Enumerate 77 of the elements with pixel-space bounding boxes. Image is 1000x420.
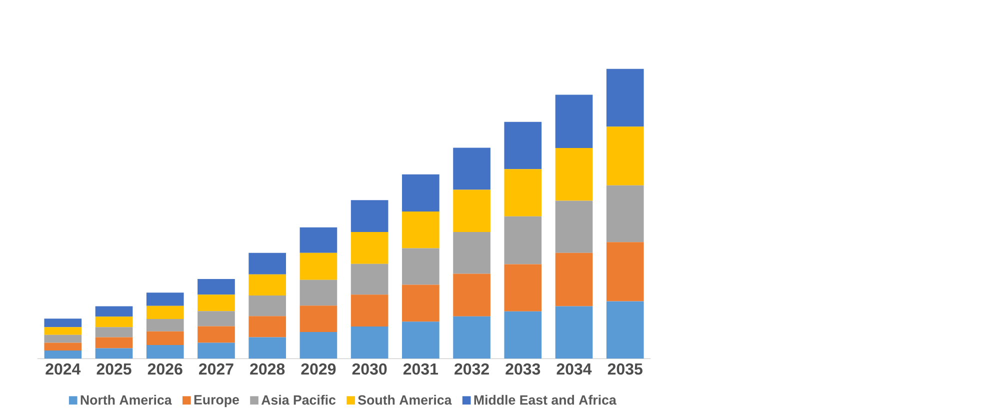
bar	[453, 274, 490, 316]
bar	[504, 311, 542, 359]
bar	[146, 292, 184, 306]
bar	[198, 326, 235, 343]
x-tick-label: 2032	[454, 363, 489, 375]
bar	[146, 306, 184, 319]
bar	[350, 326, 388, 359]
bar	[300, 306, 338, 332]
bar	[95, 316, 133, 328]
bar	[44, 342, 82, 351]
bar	[606, 68, 644, 127]
bar	[95, 306, 133, 317]
x-tick-label: 2024	[46, 363, 81, 375]
bar	[402, 322, 440, 359]
bar	[248, 252, 286, 274]
bar	[402, 211, 440, 248]
bar	[198, 278, 235, 295]
bar	[44, 318, 82, 328]
bar	[606, 242, 644, 302]
bar	[453, 316, 490, 359]
bar	[350, 264, 388, 295]
x-tick-label: 2026	[148, 363, 182, 375]
x-tick-label: 2035	[608, 363, 642, 375]
bar	[300, 227, 338, 253]
x-tick-label: 2031	[403, 363, 438, 375]
legend-label: Europe	[194, 395, 239, 408]
bar	[350, 200, 388, 232]
bar	[350, 232, 388, 264]
bar	[300, 280, 338, 306]
bar	[248, 337, 286, 359]
x-tick-label: 2025	[96, 363, 132, 375]
bar	[402, 284, 440, 322]
bar	[504, 122, 542, 170]
bar	[555, 148, 593, 201]
bar	[453, 190, 490, 232]
bar	[95, 327, 133, 338]
bar	[248, 316, 286, 338]
bar	[44, 334, 82, 343]
x-tick-label: 2028	[250, 363, 285, 375]
bar	[248, 295, 286, 316]
bar	[606, 185, 644, 242]
bar	[95, 337, 133, 348]
bar	[44, 350, 82, 359]
bar	[504, 264, 542, 312]
bar	[350, 294, 388, 326]
bar	[198, 294, 235, 312]
x-tick-label: 2033	[506, 363, 540, 375]
bar	[555, 200, 593, 253]
bar	[146, 318, 184, 332]
bar	[248, 274, 286, 296]
bar	[95, 348, 133, 359]
bar	[453, 148, 490, 190]
bar	[146, 345, 184, 359]
legend-label: Middle East and Africa	[474, 394, 616, 405]
x-tick-label: 2029	[301, 363, 336, 375]
legend-label: South America	[358, 394, 452, 405]
bar	[555, 306, 593, 359]
bar	[198, 311, 235, 326]
bar	[44, 327, 82, 335]
bar	[300, 252, 338, 280]
legend-label: Asia Pacific	[261, 394, 336, 405]
bar	[146, 331, 184, 346]
legend-label: North America	[80, 394, 172, 405]
bar	[402, 174, 440, 212]
bar	[606, 126, 644, 186]
bar	[504, 169, 542, 216]
bar	[606, 301, 644, 359]
x-tick-label: 2030	[352, 363, 387, 375]
bar	[300, 332, 338, 359]
bar	[555, 252, 593, 306]
bar	[453, 232, 490, 274]
x-tick-label: 2034	[556, 363, 592, 375]
bar	[555, 94, 593, 148]
bar	[402, 248, 440, 285]
x-tick-label: 2027	[199, 363, 234, 375]
bar	[198, 342, 235, 359]
bar	[504, 216, 542, 264]
